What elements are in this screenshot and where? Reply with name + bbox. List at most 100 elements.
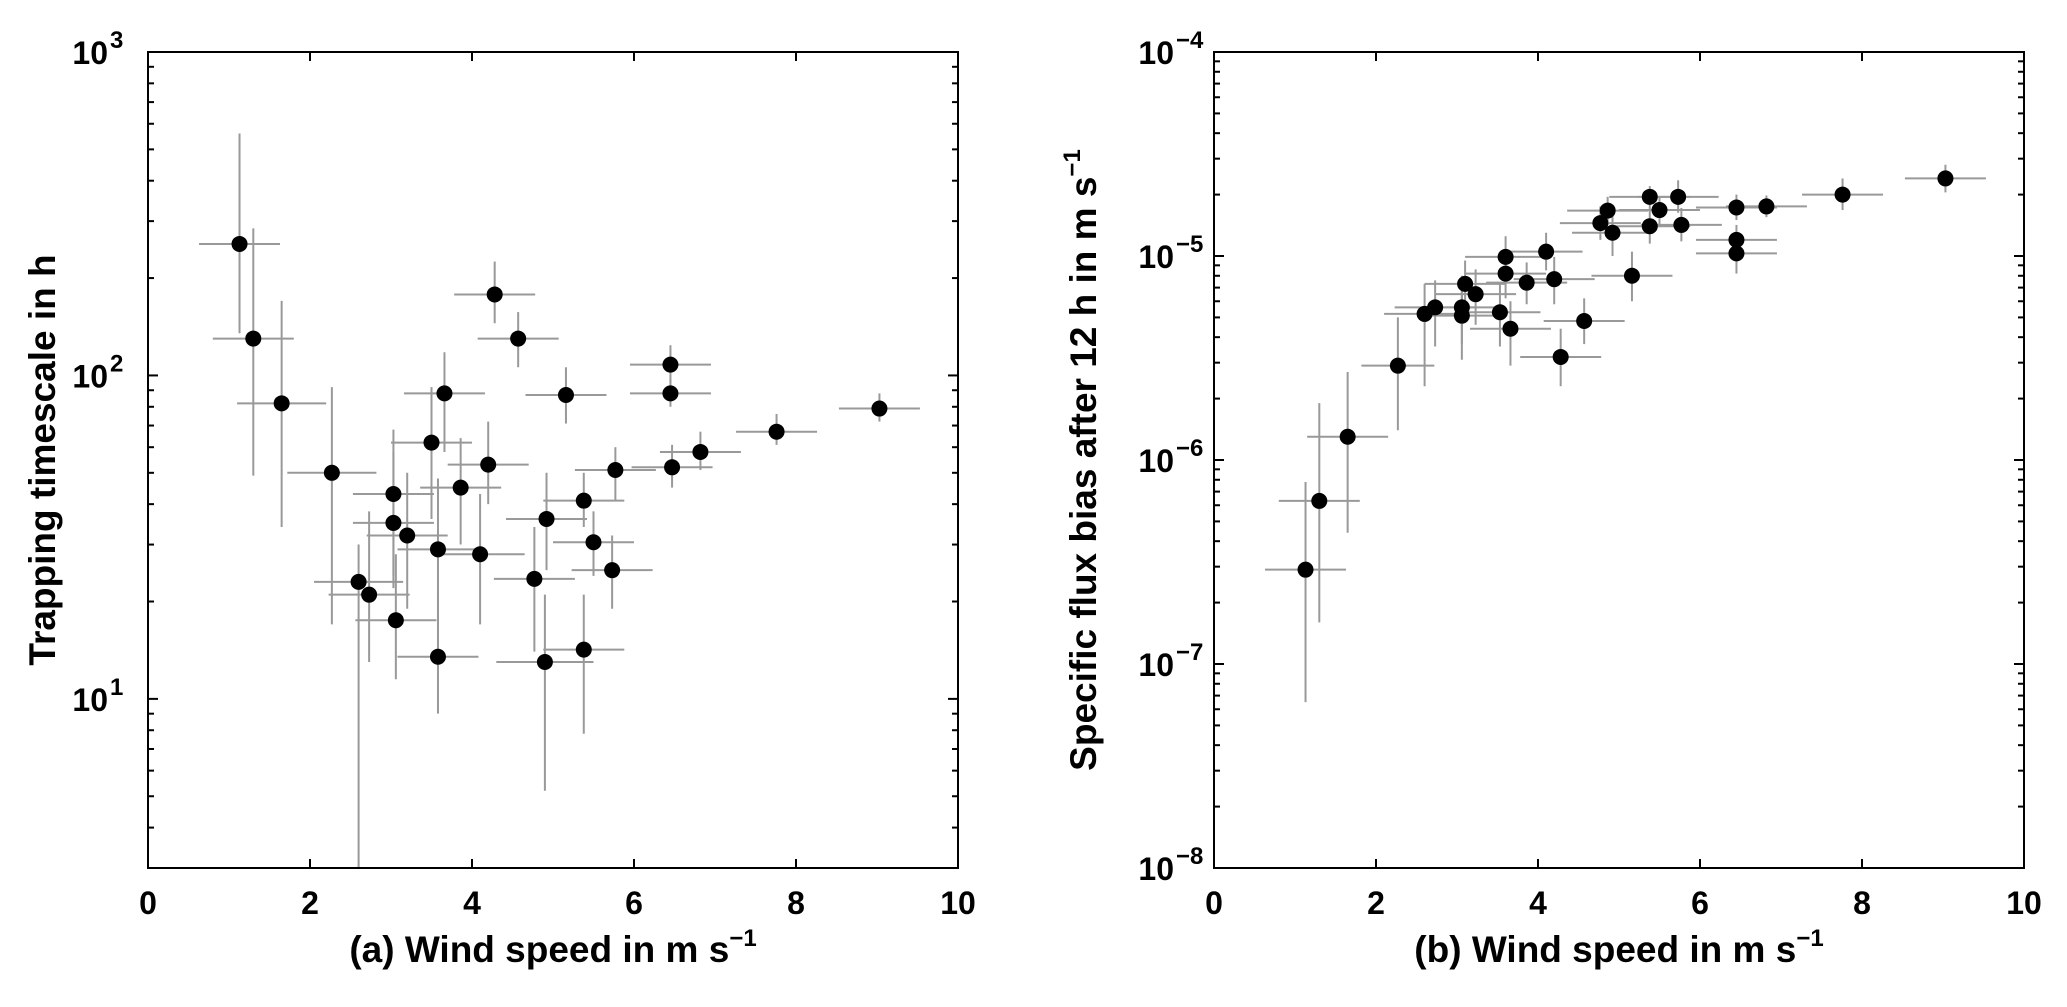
data-point	[1592, 215, 1609, 232]
data-point	[1651, 202, 1668, 219]
data-point	[662, 356, 679, 373]
ticks	[1213, 51, 2025, 869]
data-point	[1728, 245, 1745, 262]
data-point	[538, 510, 555, 527]
data-point	[472, 546, 489, 563]
data-point	[585, 534, 602, 551]
y-tick-label: 10	[1138, 35, 1174, 71]
y-tick-exponent: 3	[110, 27, 123, 54]
y-axis-title-text: Trapping timescale in h	[22, 254, 63, 665]
error-bars	[199, 133, 920, 868]
y-tick-exponent: −8	[1176, 843, 1203, 870]
y-axis-title-text: Specific flux bias after 12 h in m s	[1063, 177, 1104, 771]
x-tick-label: 8	[787, 885, 805, 921]
axes-box	[1213, 51, 2025, 869]
x-tick-label: 10	[2006, 885, 2042, 921]
x-axis-title: (b) Wind speed in m s−1	[1414, 925, 1823, 970]
data-point	[1497, 248, 1514, 265]
data-point	[1457, 275, 1474, 292]
data-point	[692, 443, 709, 460]
data-point	[245, 330, 262, 347]
y-axis-title: Specific flux bias after 12 h in m s−1	[1059, 149, 1104, 771]
x-tick-label: 8	[1853, 885, 1871, 921]
data-point	[1339, 428, 1356, 445]
data-point	[1502, 320, 1519, 337]
y-tick-exponent: −6	[1176, 435, 1203, 462]
y-tick-base: 10	[72, 35, 108, 71]
data-point	[1311, 492, 1328, 509]
x-axis-title-text: (a) Wind speed in m s	[349, 929, 729, 970]
data-point	[385, 514, 402, 531]
y-tick-exponent: 2	[110, 350, 123, 377]
data-point	[575, 492, 592, 509]
y-tick-base: 10	[72, 358, 108, 394]
data-point	[452, 479, 469, 496]
y-tick-base: 10	[72, 682, 108, 718]
data-point	[1427, 299, 1444, 316]
x-tick-label: 2	[301, 885, 319, 921]
data-point	[557, 387, 574, 404]
data-point	[662, 385, 679, 402]
data-point	[1673, 216, 1690, 233]
x-axis-title-superscript: −1	[1796, 925, 1823, 952]
y-tick-base: 10	[1138, 851, 1174, 887]
data-point	[231, 235, 248, 252]
x-tick-label: 6	[1691, 885, 1709, 921]
y-tick-base: 10	[1138, 443, 1174, 479]
error-bars	[1265, 164, 1986, 703]
data-point	[1599, 202, 1616, 219]
y-axis-title-superscript: −1	[1059, 149, 1086, 176]
data-point	[387, 612, 404, 629]
y-axis-title: Trapping timescale in h	[22, 254, 63, 665]
data-point	[361, 586, 378, 603]
y-tick-exponent: −4	[1176, 27, 1204, 54]
data-point	[1670, 188, 1687, 205]
data-point	[768, 423, 785, 440]
data-point	[1453, 299, 1470, 316]
data-point	[1467, 286, 1484, 303]
data-point	[1623, 267, 1640, 284]
x-tick-label: 4	[1529, 885, 1547, 921]
markers	[1297, 170, 1954, 578]
data-point	[871, 400, 888, 417]
y-tick-label: 10	[1138, 647, 1174, 683]
data-point	[536, 654, 553, 671]
x-tick-label: 2	[1367, 885, 1385, 921]
data-point	[1758, 198, 1775, 215]
x-tick-label: 4	[463, 885, 481, 921]
data-point	[1297, 561, 1314, 578]
data-point	[1576, 313, 1593, 330]
data-point	[1937, 170, 1954, 187]
data-point	[1546, 271, 1563, 288]
y-tick-label: 10	[1138, 443, 1174, 479]
data-point	[429, 541, 446, 558]
x-tick-label: 10	[940, 885, 976, 921]
data-point	[604, 562, 621, 579]
y-tick-exponent: −7	[1176, 639, 1203, 666]
data-point	[1389, 357, 1406, 374]
data-point	[1641, 188, 1658, 205]
y-tick-base: 10	[1138, 35, 1174, 71]
data-point	[575, 641, 592, 658]
data-point	[273, 395, 290, 412]
data-point	[664, 459, 681, 476]
data-point	[1538, 243, 1555, 260]
x-axis-title: (a) Wind speed in m s−1	[349, 925, 756, 970]
data-point	[323, 464, 340, 481]
data-point	[429, 648, 446, 665]
data-point	[1641, 218, 1658, 235]
y-tick-base: 10	[1138, 647, 1174, 683]
data-point	[1491, 304, 1508, 321]
data-point	[480, 456, 497, 473]
y-tick-label: 10	[1138, 239, 1174, 275]
y-tick-exponent: −5	[1176, 231, 1203, 258]
data-point	[1604, 224, 1621, 241]
y-tick-base: 10	[1138, 239, 1174, 275]
data-point	[510, 330, 527, 347]
x-axis-title-superscript: −1	[729, 925, 756, 952]
x-tick-label: 0	[1205, 885, 1223, 921]
data-point	[1834, 186, 1851, 203]
x-tick-label: 6	[625, 885, 643, 921]
